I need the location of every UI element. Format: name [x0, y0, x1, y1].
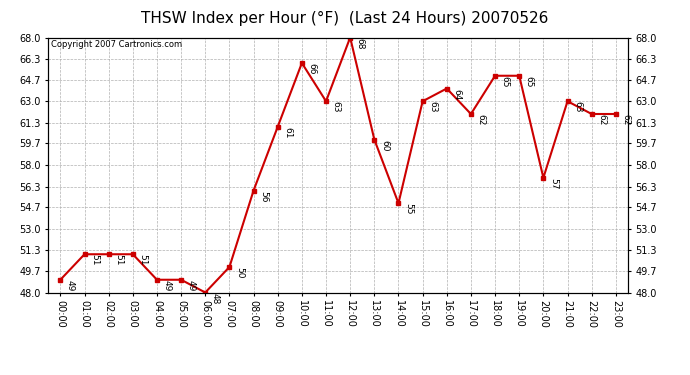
- Text: 57: 57: [549, 178, 558, 189]
- Text: 61: 61: [284, 127, 293, 138]
- Text: 51: 51: [90, 254, 99, 266]
- Text: 62: 62: [598, 114, 607, 125]
- Text: Copyright 2007 Cartronics.com: Copyright 2007 Cartronics.com: [51, 40, 182, 49]
- Text: 62: 62: [477, 114, 486, 125]
- Text: 68: 68: [356, 38, 365, 49]
- Text: 51: 51: [139, 254, 148, 266]
- Text: 66: 66: [308, 63, 317, 75]
- Text: 51: 51: [115, 254, 124, 266]
- Text: 49: 49: [66, 280, 75, 291]
- Text: 65: 65: [525, 76, 534, 87]
- Text: 62: 62: [622, 114, 631, 125]
- Text: 56: 56: [259, 190, 268, 202]
- Text: 63: 63: [573, 101, 582, 113]
- Text: 63: 63: [428, 101, 437, 113]
- Text: 65: 65: [501, 76, 510, 87]
- Text: 49: 49: [163, 280, 172, 291]
- Text: 63: 63: [332, 101, 341, 113]
- Text: 64: 64: [453, 88, 462, 100]
- Text: 50: 50: [235, 267, 244, 279]
- Text: 60: 60: [380, 140, 389, 151]
- Text: 48: 48: [211, 292, 220, 304]
- Text: THSW Index per Hour (°F)  (Last 24 Hours) 20070526: THSW Index per Hour (°F) (Last 24 Hours)…: [141, 11, 549, 26]
- Text: 55: 55: [404, 203, 413, 215]
- Text: 49: 49: [187, 280, 196, 291]
